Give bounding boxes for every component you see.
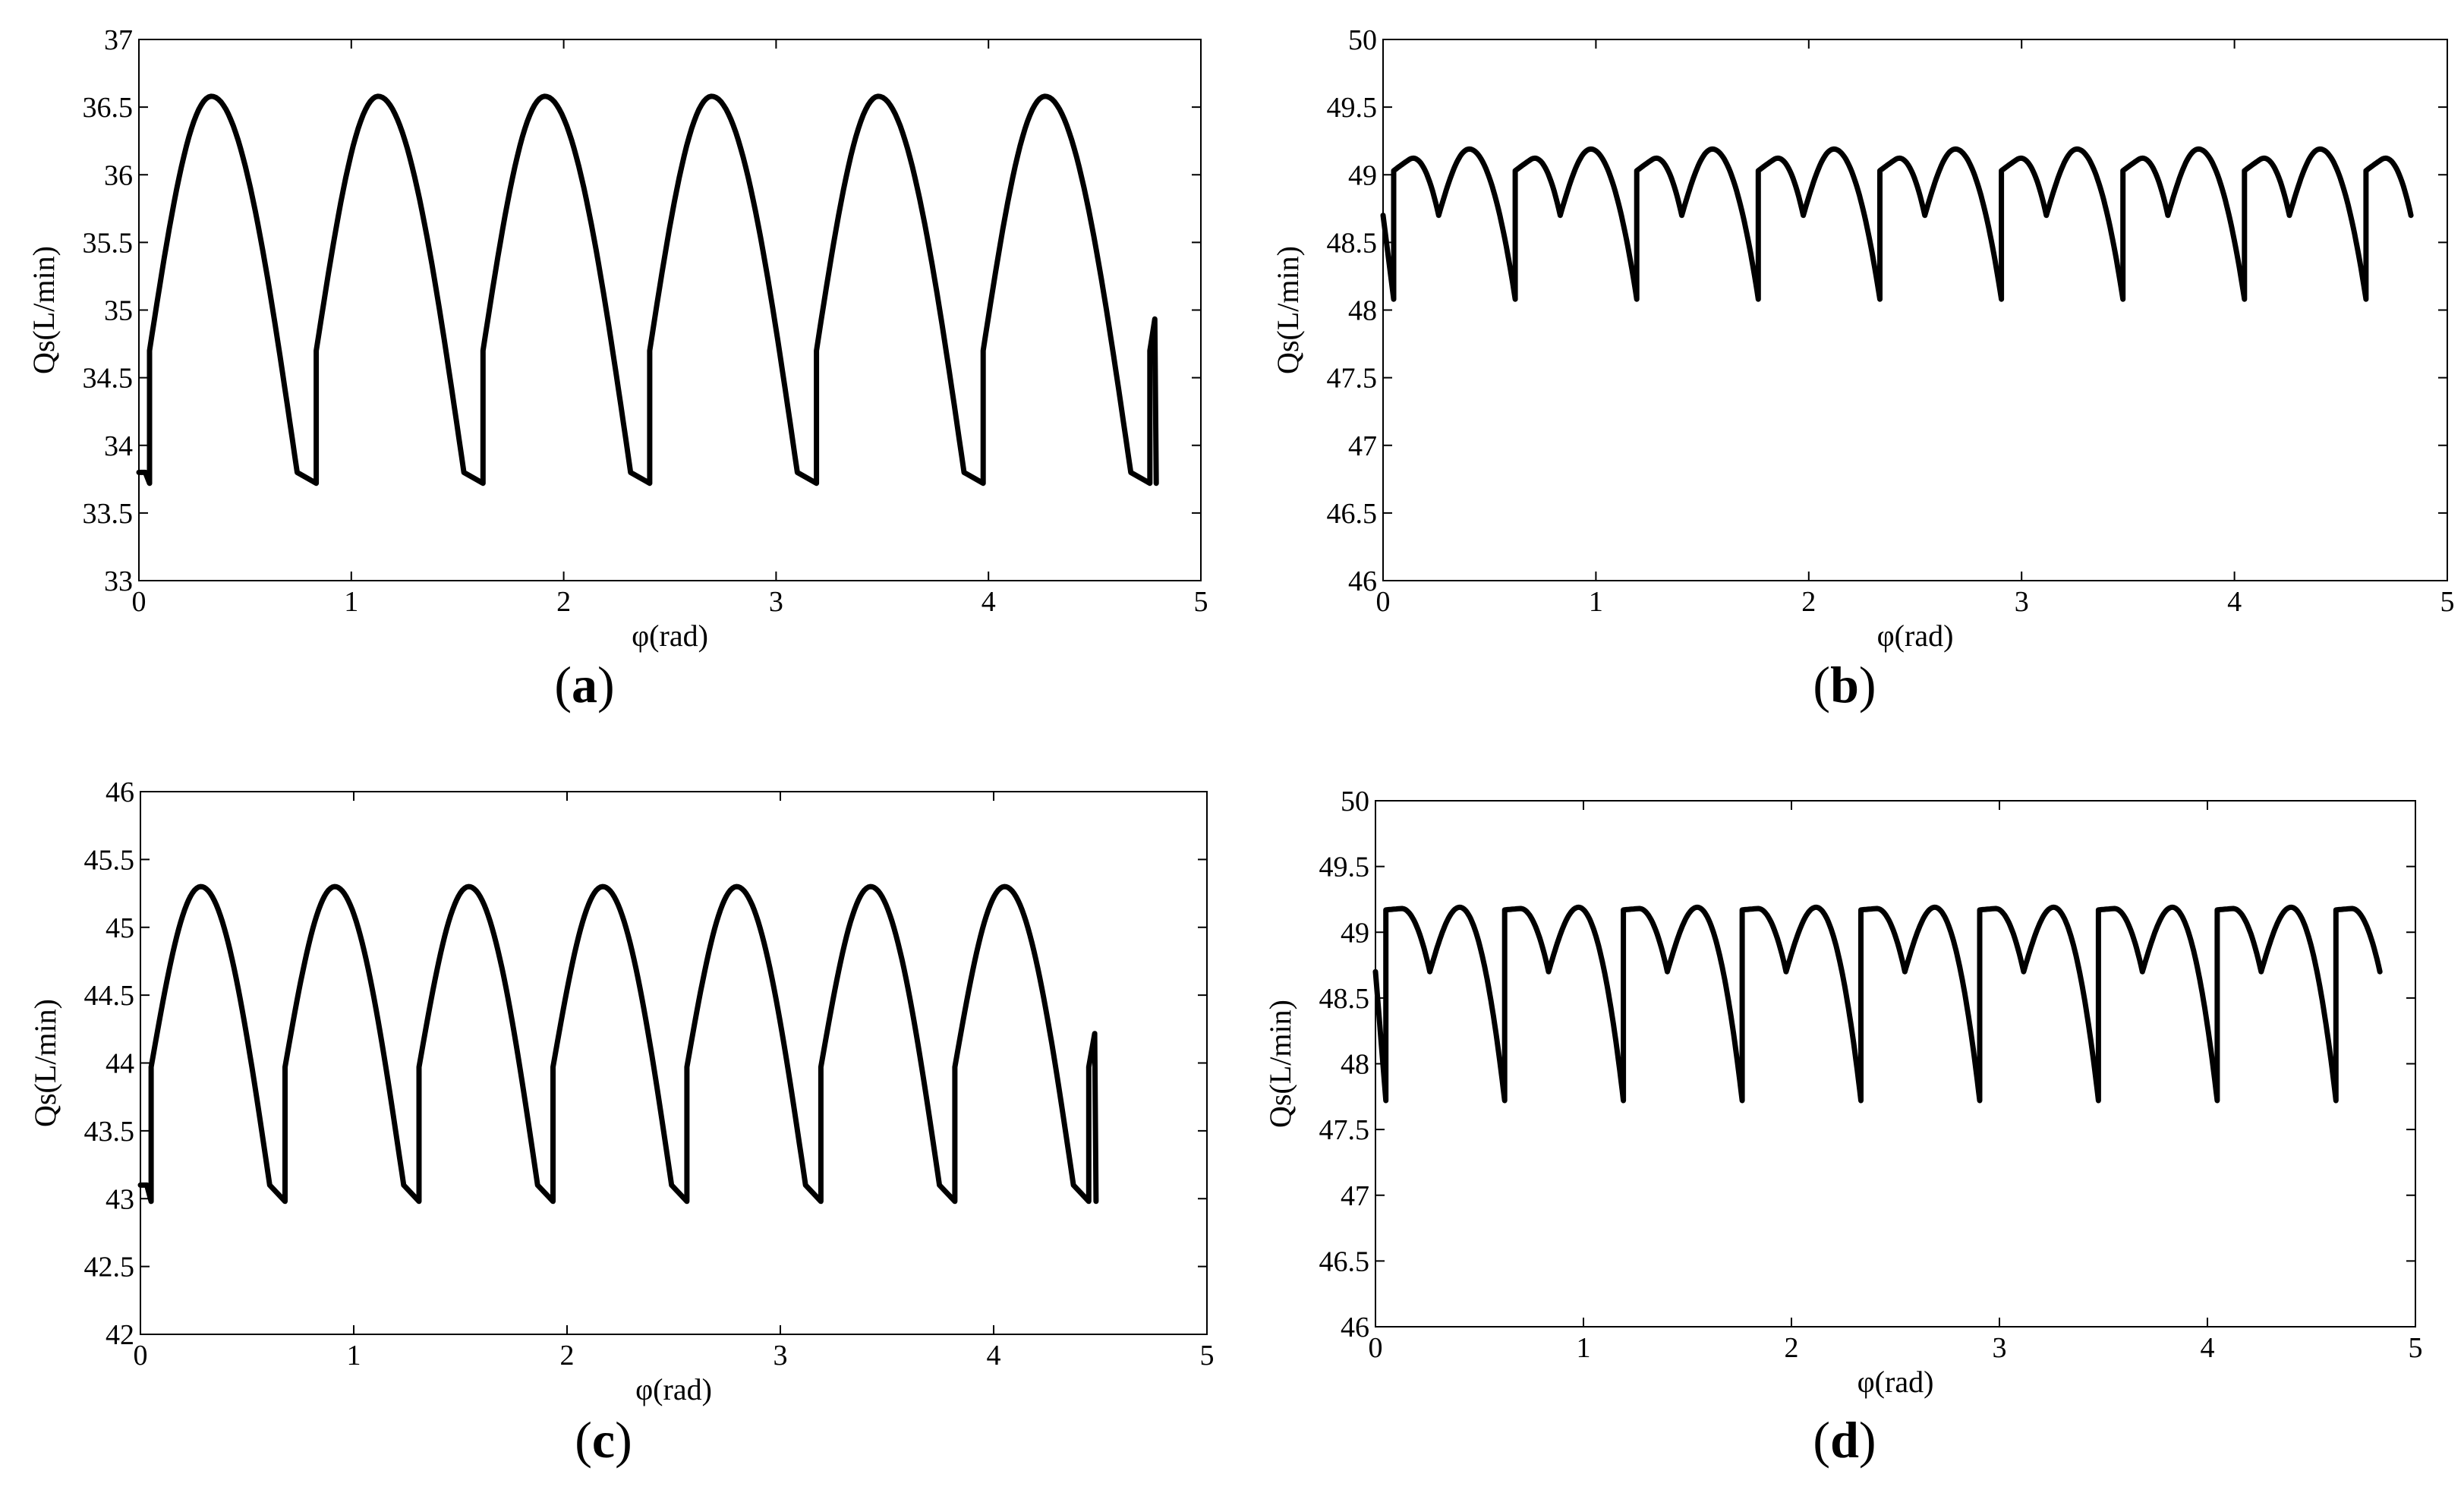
x-tick-label: 0 [132,586,147,618]
y-tick-label: 46 [106,776,134,808]
y-tick-label: 47.5 [1327,363,1378,395]
y-tick-label: 47.5 [1319,1114,1370,1146]
chart-panel-c: 0 1 2 3 4 54242.54343.54444.54545.546φ(rad)Qs… [28,776,1215,1469]
chart-panel-a: 0 1 2 3 4 53333.53434.53535.53636.537φ(rad)Qs… [27,24,1208,713]
y-tick-label: 48 [1348,295,1377,327]
y-tick-label: 33.5 [83,498,134,530]
x-axis-label: φ(rad) [1877,619,1954,653]
x-tick-label: 1 [1589,586,1603,618]
y-tick-label: 34.5 [83,363,134,395]
series-line-qs [137,883,1099,1205]
x-tick-label: 3 [774,1340,788,1372]
x-axis-label: φ(rad) [635,1372,712,1406]
y-tick-label: 33 [104,565,133,597]
y-tick-label: 48.5 [1319,983,1370,1015]
y-tick-label: 42.5 [84,1252,135,1283]
x-tick-label: 4 [2227,586,2242,618]
y-tick-label: 43 [106,1183,134,1215]
y-tick-label: 45.5 [84,844,135,876]
y-tick-label: 44 [106,1048,134,1080]
plot-frame [140,791,1208,1335]
x-tick-label: 3 [2015,586,2029,618]
panel-label: (b) [1813,656,1876,713]
x-tick-label: 5 [2409,1332,2423,1364]
chart-panel-b: 0 1 2 3 4 5 46 46.5 47 47.5 48 48.5 49 49.5 50 φ(rad) Qs… [1271,24,2455,713]
x-tick-label: 4 [2201,1332,2215,1364]
y-tick-label: 46 [1348,565,1377,597]
y-tick-label: 48.5 [1327,227,1378,259]
y-tick-label: 49 [1348,159,1377,191]
plot-frame [1375,800,2416,1328]
panel-label: (c) [575,1411,632,1469]
x-tick-label: 0 [1369,1332,1383,1364]
y-tick-label: 49.5 [1319,852,1370,883]
x-axis-label: φ(rad) [632,619,708,653]
y-axis-label: Qs(L/min) [1271,246,1305,374]
y-tick-label: 48 [1341,1049,1369,1081]
x-tick-label: 0 [134,1340,148,1372]
x-tick-label: 4 [987,1340,1001,1372]
y-tick-label: 34 [104,430,133,462]
x-tick-label: 3 [769,586,783,618]
x-tick-label: 0 [1376,586,1391,618]
series-line-qs [136,93,1159,487]
y-tick-label: 36 [104,159,133,191]
y-tick-label: 37 [104,24,133,56]
panel-label: (d) [1813,1411,1876,1469]
y-tick-label: 44.5 [84,980,135,1012]
y-tick-label: 46 [1341,1312,1369,1343]
x-tick-label: 5 [2440,586,2455,618]
y-tick-label: 49.5 [1327,92,1378,124]
y-tick-label: 46.5 [1319,1246,1370,1277]
x-tick-label: 3 [1993,1332,2007,1364]
x-tick-label: 2 [1785,1332,1799,1364]
x-tick-label: 4 [982,586,996,618]
y-tick-label: 42 [106,1319,134,1351]
y-tick-label: 46.5 [1327,498,1378,530]
y-tick-label: 47 [1348,430,1377,462]
y-tick-label: 47 [1341,1180,1369,1212]
y-tick-label: 43.5 [84,1116,135,1148]
y-axis-label: Qs(L/min) [27,246,61,374]
y-tick-label: 50 [1341,786,1369,817]
y-tick-label: 50 [1348,24,1377,56]
y-tick-label: 35.5 [83,227,134,259]
x-tick-label: 1 [344,586,358,618]
plot-frame [138,39,1202,581]
y-tick-label: 35 [104,295,133,327]
series-line-qs [1372,904,2383,1104]
x-tick-label: 2 [1801,586,1816,618]
x-tick-label: 2 [560,1340,575,1372]
x-tick-label: 1 [347,1340,361,1372]
y-tick-label: 36.5 [83,92,134,124]
panel-label: (a) [554,656,614,713]
x-tick-label: 1 [1577,1332,1591,1364]
y-axis-label: Qs(L/min) [28,999,62,1127]
x-tick-label: 5 [1194,586,1208,618]
y-tick-label: 45 [106,912,134,944]
x-tick-label: 2 [556,586,571,618]
plot-frame [1382,39,2448,581]
x-tick-label: 5 [1200,1340,1215,1372]
chart-panel-d: 0 1 2 3 4 5 46 46.5 47 47.5 48 48.5 49 49.5 50 φ(rad) Qs… [1263,786,2423,1469]
y-tick-label: 49 [1341,917,1369,949]
y-axis-label: Qs(L/min) [1263,1000,1297,1128]
x-axis-label: φ(rad) [1857,1365,1934,1399]
series-line-qs [1380,146,2414,302]
